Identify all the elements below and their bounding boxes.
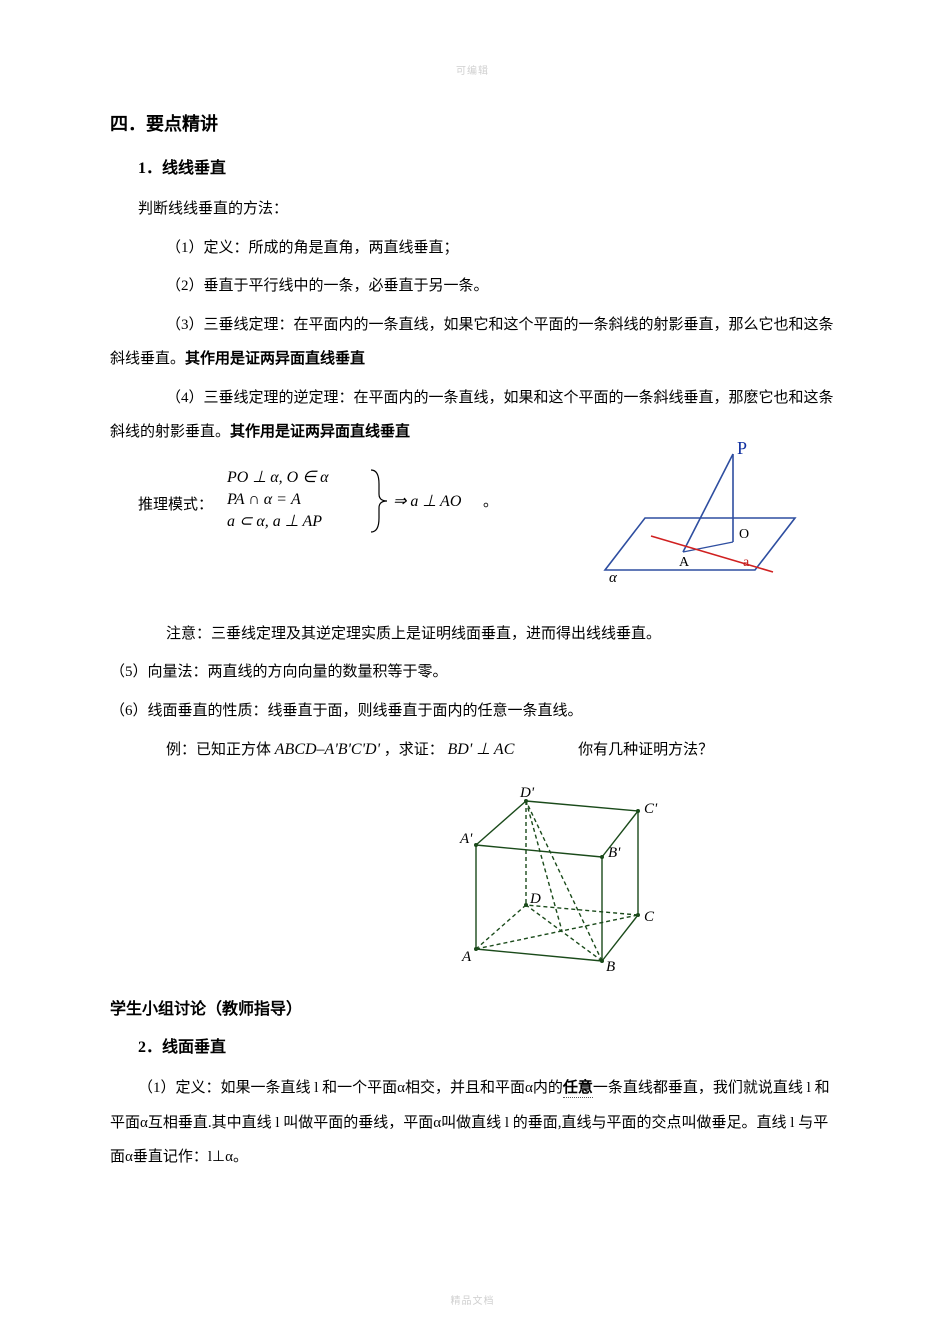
label-a1: A' xyxy=(459,831,473,847)
diagram-cube: A' D' C' B' A B C D xyxy=(270,783,835,973)
formula-line-2: PA ∩ α = A xyxy=(226,491,301,508)
vertex-dot xyxy=(524,903,528,907)
diagram-three-perp: P O A a α xyxy=(585,440,825,595)
point-1: （1）定义：所成的角是直角，两直线垂直； xyxy=(166,231,835,266)
sub-heading-2: 2．线面垂直 xyxy=(138,1033,835,1057)
point-6: （6）线面垂直的性质：线垂直于面，则线垂直于面内的任意一条直线。 xyxy=(110,694,835,729)
vertex-dot xyxy=(474,843,478,847)
vertex-dot xyxy=(600,959,604,963)
vertex-dot xyxy=(636,913,640,917)
diag-bd-bottom xyxy=(526,905,602,961)
example-row: 例：已知正方体 ABCD–A'B'C'D' ，求证： BD' ⊥ AC 你有几种… xyxy=(166,732,835,767)
s2-def-a: （1）定义：如果一条直线 l 和一个平面α相交，并且和平面α内的 xyxy=(138,1080,563,1096)
point-3-bold: 其作用是证两异面直线垂直 xyxy=(185,351,365,367)
s2-def: （1）定义：如果一条直线 l 和一个平面α相交，并且和平面α内的任意一条直线都垂… xyxy=(110,1071,835,1175)
edge-ab xyxy=(476,949,602,961)
point-2: （2）垂直于平行线中的一条，必垂直于另一条。 xyxy=(166,269,835,304)
label-c: C xyxy=(644,909,655,925)
diag-bd1 xyxy=(526,801,602,961)
edge-cd xyxy=(526,905,638,915)
point-5: （5）向量法：两直线的方向向量的数量积等于零。 xyxy=(110,655,835,690)
sub-heading-1: 1．线线垂直 xyxy=(138,154,835,178)
formula-suffix: 。 xyxy=(483,494,498,510)
formula-line-1: PO ⊥ α, O ∈ α xyxy=(226,469,329,486)
label-o: O xyxy=(739,527,749,542)
point-4-text: （4）三垂线定理的逆定理：在平面内的一条直线，如果和这个平面的一条斜线垂直，那麽… xyxy=(110,390,834,441)
edge-b1a1 xyxy=(476,845,602,857)
diag-ac xyxy=(476,915,638,949)
label-d: D xyxy=(529,891,541,907)
line-pa xyxy=(683,454,733,552)
formula-brace: PO ⊥ α, O ∈ α PA ∩ α = A a ⊂ α, a ⊥ AP ⇒… xyxy=(221,462,521,545)
label-alpha: α xyxy=(609,570,618,586)
label-a: A xyxy=(461,949,472,965)
label-p: P xyxy=(737,440,747,458)
vertex-dot xyxy=(600,855,604,859)
watermark-top: 可编辑 xyxy=(456,62,489,77)
label-a-line: a xyxy=(743,555,750,570)
s2-def-b: 任意 xyxy=(563,1080,593,1098)
plane-shape xyxy=(605,518,795,570)
intro-text: 判断线线垂直的方法： xyxy=(138,192,835,227)
formula-line-3: a ⊂ α, a ⊥ AP xyxy=(227,513,322,530)
label-a-pt: A xyxy=(679,555,690,570)
edge-da xyxy=(476,905,526,949)
point-3: （3）三垂线定理：在平面内的一条直线，如果它和这个平面的一条斜线的射影垂直，那么… xyxy=(110,308,835,377)
label-b: B xyxy=(606,959,615,973)
example-prefix: 例：已知正方体 xyxy=(166,742,271,758)
example-mid: ，求证： xyxy=(384,742,444,758)
edge-d1c1 xyxy=(526,801,638,811)
brace-icon xyxy=(371,470,387,532)
discussion-heading: 学生小组讨论（教师指导） xyxy=(110,995,835,1019)
line-a xyxy=(651,536,773,572)
formula-label: 推理模式： xyxy=(138,493,213,514)
vertex-dot xyxy=(474,947,478,951)
formula-result: ⇒ a ⊥ AO xyxy=(393,493,462,510)
label-d1: D' xyxy=(519,785,535,801)
section-heading: 四．要点精讲 xyxy=(110,110,835,136)
edge-a1d1 xyxy=(476,801,526,845)
label-c1: C' xyxy=(644,801,658,817)
point-4-bold: 其作用是证两异面直线垂直 xyxy=(230,424,410,440)
watermark-bottom: 精品文档 xyxy=(451,1292,495,1307)
note-text: 注意：三垂线定理及其逆定理实质上是证明线面垂直，进而得出线线垂直。 xyxy=(166,617,835,652)
label-b1: B' xyxy=(608,845,621,861)
vertex-dot xyxy=(636,809,640,813)
example-cube: ABCD–A'B'C'D' xyxy=(275,741,380,758)
example-claim: BD' ⊥ AC xyxy=(448,741,515,758)
example-suffix: 你有几种证明方法？ xyxy=(578,742,713,758)
